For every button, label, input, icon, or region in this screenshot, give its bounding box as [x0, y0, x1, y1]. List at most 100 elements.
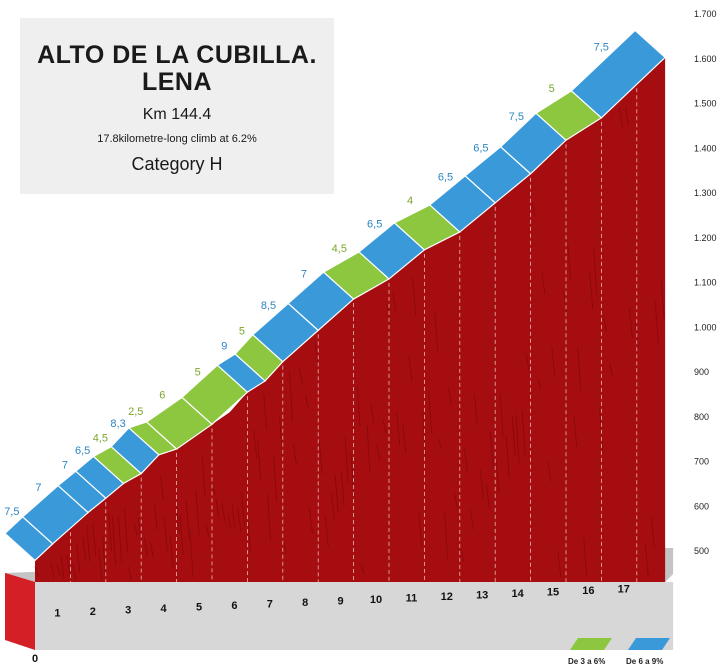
km-tick-label: 9 [338, 596, 344, 608]
profile-texture [263, 393, 268, 430]
gradient-label: 2,5 [128, 406, 143, 418]
profile-texture [557, 550, 562, 578]
km-tick-label: 15 [547, 587, 559, 599]
legend-label: De 6 a 9% [626, 657, 663, 666]
gradient-label: 4,5 [332, 243, 347, 255]
km-tick-label: 4 [161, 603, 168, 615]
profile-texture [289, 371, 293, 421]
profile-texture [314, 342, 319, 365]
profile-texture [340, 471, 345, 507]
profile-texture [428, 391, 433, 434]
altitude-tick-label: 1.700 [694, 9, 717, 19]
profile-texture [159, 475, 164, 500]
altitude-tick-label: 900 [694, 367, 709, 377]
profile-texture [330, 493, 335, 521]
profile-texture [619, 106, 623, 128]
profile-texture [128, 566, 132, 581]
profile-texture [603, 315, 607, 332]
profile-texture [628, 308, 633, 338]
profile-texture [82, 535, 87, 561]
profile-texture [593, 246, 598, 295]
profile-texture [56, 563, 61, 576]
gradient-label: 8,3 [110, 418, 125, 430]
gradient-label: 7,5 [509, 111, 524, 123]
climb-description: 17.8kilometre-long climb at 6.2% [97, 133, 257, 145]
legend-swatch [628, 638, 670, 650]
gradient-label: 6,5 [438, 171, 453, 183]
profile-texture [134, 524, 138, 536]
profile-texture [479, 470, 484, 499]
profile-texture [537, 379, 542, 391]
altitude-tick-label: 500 [694, 546, 709, 556]
profile-texture [495, 459, 500, 493]
profile-texture [531, 202, 536, 217]
profile-texture [412, 278, 417, 316]
km-tick-label: 16 [582, 585, 594, 597]
gradient-label: 6,5 [75, 445, 90, 457]
gradient-bands [4, 29, 667, 562]
profile-texture [118, 516, 122, 563]
profile-texture [567, 244, 572, 280]
km-dashed-lines [70, 88, 638, 582]
profile-texture [515, 414, 520, 464]
km-tick-label: 6 [231, 600, 237, 612]
profile-texture [344, 437, 349, 484]
profile-texture [660, 280, 665, 320]
altitude-tick-label: 800 [694, 412, 709, 422]
profile-texture [448, 387, 452, 406]
gradient-label: 6,5 [473, 142, 488, 154]
gradient-labels: 7,5776,54,58,32,565958,574,56,546,56,57,… [4, 42, 609, 519]
altitude-tick-label: 1.500 [694, 99, 717, 109]
km-axis: 01 2 3 4 5 6 7 8 9 10 11 12 13 14 15 16 17 [32, 584, 630, 665]
profile-texture [86, 525, 91, 562]
profile-area [34, 57, 666, 583]
profile-texture [201, 454, 206, 497]
climb-title-line2: LENA [141, 68, 213, 96]
profile-texture [324, 516, 329, 547]
legend: De 3 a 6% De 6 a 9% [568, 638, 670, 666]
gradient-label: 7 [301, 269, 307, 281]
gradient-label: 7 [62, 459, 68, 471]
profile-texture [273, 456, 277, 501]
gradient-label: 6 [159, 390, 165, 402]
altitude-tick-label: 600 [694, 501, 709, 511]
altitude-tick-label: 1.000 [694, 322, 717, 332]
profile-texture [408, 355, 413, 382]
altitude-tick-label: 1.200 [694, 233, 717, 243]
profile-texture [293, 444, 297, 465]
climb-title: ALTO DE LA CUBILLA. LENA [20, 42, 334, 96]
altitude-tick-label: 1.100 [694, 278, 717, 288]
profile-texture [305, 394, 309, 409]
profile-texture [541, 272, 546, 295]
profile-texture [66, 555, 71, 576]
km-tick-label: 1 [54, 608, 60, 620]
profile-texture [525, 353, 530, 371]
legend-swatch [570, 638, 612, 650]
profile-texture [392, 291, 397, 313]
profile-texture [499, 393, 504, 438]
profile-texture [108, 513, 113, 552]
km-tick-label: 8 [302, 597, 308, 609]
profile-texture [143, 537, 148, 557]
climb-km: Km 144.4 [142, 106, 212, 123]
profile-texture [382, 420, 387, 434]
gradient-label: 4,5 [93, 433, 108, 445]
profile-texture [551, 347, 556, 378]
km-tick-label: 2 [90, 606, 96, 618]
altitude-axis: 500 600 700 800 900 1.000 1.100 1.200 1.300 1.400… [694, 9, 717, 556]
profile-texture [153, 502, 158, 530]
gradient-label: 6,5 [367, 218, 382, 230]
profile-texture [609, 363, 613, 377]
profile-texture [241, 493, 246, 528]
profile-texture [98, 548, 103, 579]
profile-texture [434, 311, 439, 351]
profile-texture [396, 413, 401, 446]
profile-texture [573, 414, 578, 447]
profile-texture [267, 494, 271, 542]
base-front-strip [35, 582, 674, 650]
km-tick-label: 11 [406, 593, 418, 605]
gradient-band [570, 29, 667, 119]
altitude-tick-label: 1.400 [694, 143, 717, 153]
profile-texture [102, 536, 107, 578]
profile-texture [215, 497, 220, 519]
